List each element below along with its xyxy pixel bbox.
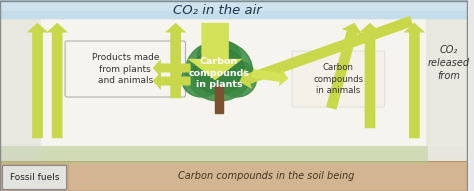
Text: Products made
from plants
and animals: Products made from plants and animals	[91, 53, 159, 85]
Bar	[0, 161, 468, 191]
FancyBboxPatch shape	[2, 165, 67, 189]
Text: Carbon compounds in the soil being: Carbon compounds in the soil being	[178, 171, 355, 181]
Text: Carbon
compounds
in animals: Carbon compounds in animals	[313, 63, 364, 95]
Bar	[0, 146, 428, 164]
Bar	[0, 0, 468, 19]
Bar	[0, 19, 468, 146]
Bar	[69, 161, 468, 191]
Bar	[0, 19, 41, 161]
Text: CO₂
released
from: CO₂ released from	[428, 45, 470, 81]
Ellipse shape	[185, 41, 253, 101]
Ellipse shape	[217, 61, 256, 97]
Text: Carbon
compounds
in plants: Carbon compounds in plants	[189, 57, 249, 89]
Bar	[426, 19, 468, 161]
Bar	[215, 85, 223, 113]
Ellipse shape	[182, 61, 221, 97]
FancyBboxPatch shape	[65, 41, 185, 97]
FancyBboxPatch shape	[292, 51, 385, 107]
Bar	[0, 161, 468, 191]
Ellipse shape	[197, 40, 241, 72]
Text: CO₂ in the air: CO₂ in the air	[173, 3, 262, 16]
Ellipse shape	[193, 48, 245, 94]
Bar	[0, 0, 468, 19]
Bar	[0, 0, 468, 11]
Text: Fossil fuels: Fossil fuels	[10, 173, 59, 182]
